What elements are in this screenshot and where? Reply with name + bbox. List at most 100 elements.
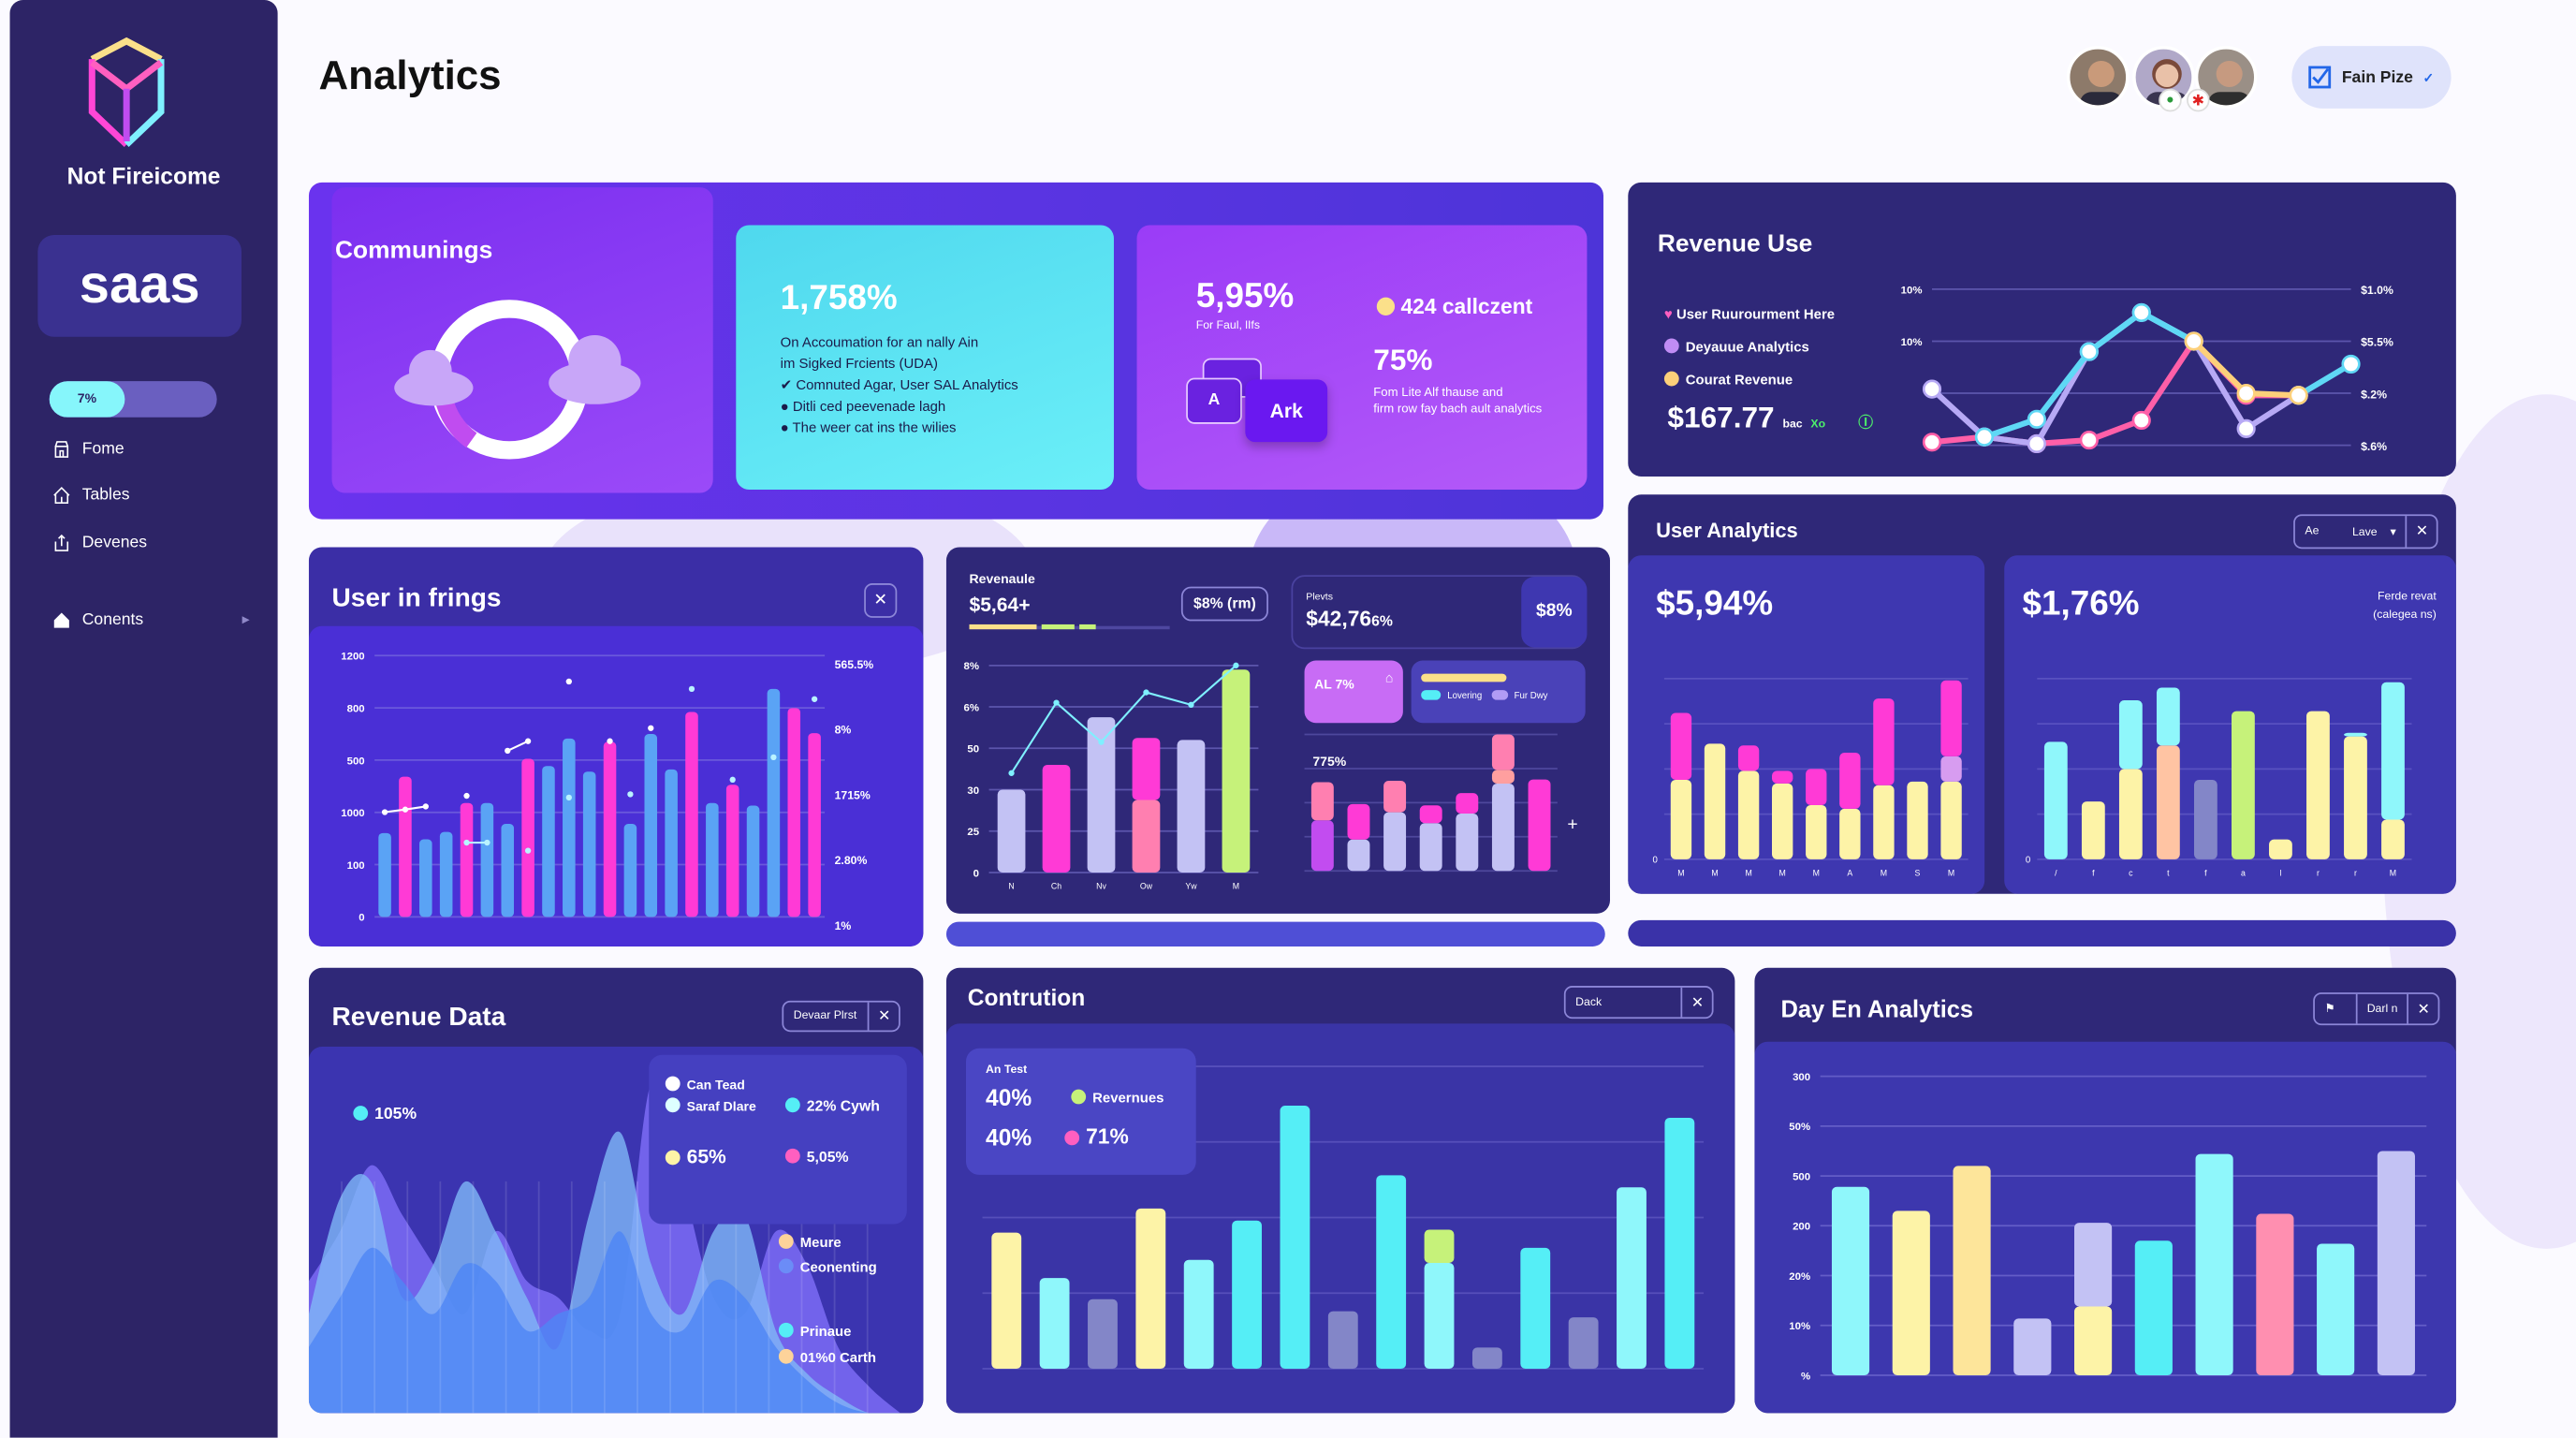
flag-icon[interactable]: ⚑ [2324, 1004, 2335, 1016]
y-tick-label: 10% [1901, 337, 1923, 348]
filter-control[interactable]: Devaar Plrst ✕ [782, 1000, 900, 1033]
x-tick-label: r [2317, 868, 2320, 877]
bar [2134, 1240, 2173, 1376]
data-point [463, 792, 470, 800]
bar [1892, 1211, 1930, 1376]
tile-ark[interactable]: Ark [1245, 379, 1328, 443]
x-tick-label: Ow [1140, 882, 1153, 891]
bar [2381, 819, 2405, 859]
x-tick-label: M [1813, 868, 1820, 877]
filter-control[interactable]: ⚑ Darl n ✕ [2313, 992, 2440, 1026]
bar [521, 758, 534, 917]
day-en-bar-chart: 300 50% 500 200 20% 10%% [1789, 1072, 2427, 1382]
scroll-bar[interactable] [1628, 919, 2456, 946]
series-line [1983, 309, 2196, 440]
legend-items: Lovering Fur Dwy [1421, 690, 1548, 701]
ctrl-option[interactable]: Lave ▾ [2351, 526, 2396, 538]
bar [419, 839, 432, 917]
period-pill[interactable]: $8% (rm) [1180, 586, 1268, 622]
house-icon [53, 486, 70, 505]
bar [1327, 1311, 1358, 1369]
bar [2193, 779, 2217, 859]
bar [1419, 805, 1442, 824]
avatar[interactable] [2066, 46, 2130, 109]
y-tick-label-right: 565.5% [835, 658, 874, 671]
sidebar-item-fome[interactable]: Fome [52, 440, 250, 459]
ctrl-option[interactable]: Devaar Plrst [793, 1010, 857, 1022]
y-tick-label: 0 [359, 913, 364, 924]
scroll-bar[interactable] [945, 921, 1605, 946]
ctrl-option[interactable]: Ae [2305, 525, 2320, 537]
card-title: Day En Analytics [1780, 997, 1974, 1024]
bar [1737, 770, 1760, 859]
sidebar-item-conents[interactable]: Conents ▶ [52, 611, 250, 629]
view-control[interactable]: Ae Lave ▾ ✕ [2293, 514, 2438, 550]
y-tick-label: 500 [1793, 1171, 1810, 1182]
y-tick-label: 0 [2026, 855, 2030, 865]
bar [2081, 801, 2105, 859]
checkbox-icon [2309, 66, 2332, 89]
data-point [2184, 331, 2203, 351]
bar [1617, 1187, 1647, 1369]
close-icon[interactable]: ✕ [868, 1002, 899, 1031]
bar [1132, 800, 1161, 873]
desc-line: Fom Lite Alf thause and [1373, 384, 1503, 400]
close-icon[interactable]: ✕ [2406, 516, 2437, 548]
bar [501, 824, 515, 917]
stat-description: On Accoumation for an nally Ain im Sigke… [781, 332, 1018, 439]
tile-a[interactable]: A [1186, 377, 1242, 424]
close-icon[interactable]: ✕ [1681, 987, 1712, 1018]
data-point [729, 776, 736, 783]
bar [1568, 1317, 1599, 1369]
card-title: User Analytics [1656, 519, 1798, 543]
bullet-icon: ● [780, 418, 793, 436]
y-tick-label: 6% [964, 702, 979, 713]
bar [1177, 740, 1206, 873]
bar [1232, 1220, 1262, 1369]
bar [1664, 1117, 1695, 1369]
bar [2013, 1318, 2052, 1376]
chevron-down-icon: ✓ [2422, 69, 2435, 85]
legend-box: An Test 40% Revernues 40% 71% [965, 1048, 1196, 1175]
flower-badge-icon: ✱ [2187, 88, 2210, 112]
heart-icon: ♥ [1663, 305, 1676, 322]
series-line [2297, 361, 2353, 398]
bar [582, 771, 596, 917]
bar [1383, 812, 1407, 872]
count-label: 424 callczent [1400, 294, 1533, 319]
data-point [463, 839, 470, 846]
bar [2118, 769, 2143, 859]
home-icon: ⌂ [1384, 670, 1394, 685]
legend-value: 40% [986, 1084, 1032, 1111]
desc-line: On Accoumation for an nally Ain [780, 333, 979, 350]
x-tick-label: r [2354, 868, 2357, 877]
ctrl-option[interactable]: Darl n [2355, 993, 2408, 1024]
filter-dropdown-button[interactable]: Fain Pize ✓ [2291, 46, 2452, 109]
bar [1310, 820, 1334, 872]
plus-icon[interactable]: + [1567, 814, 1578, 835]
segment-bar [1079, 624, 1096, 630]
y-tick-label-right: 8% [835, 724, 852, 737]
sidebar-item-devenes[interactable]: Devenes [52, 534, 250, 552]
data-point [2236, 383, 2256, 404]
x-tick-label: f [2204, 868, 2207, 877]
revenue-value: $5,64+ [969, 593, 1031, 617]
y-tick-label: 100 [347, 860, 365, 872]
bar [725, 785, 739, 917]
y-tick-label: 8% [964, 661, 979, 672]
y-tick-label: 500 [347, 756, 365, 767]
plan-badge: saas [37, 234, 242, 337]
close-button[interactable]: ✕ [864, 583, 898, 618]
sidebar-item-tables[interactable]: Tables [52, 487, 250, 505]
bar [2377, 1151, 2415, 1376]
filter-control[interactable]: Dack ✕ [1563, 986, 1714, 1020]
pct-stat: 75% [1373, 343, 1433, 376]
data-point [2079, 430, 2099, 450]
close-icon[interactable]: ✕ [2408, 993, 2438, 1024]
page-title: Analytics [318, 52, 502, 99]
ctrl-option[interactable]: Dack [1575, 996, 1603, 1008]
bar [2232, 711, 2255, 859]
y-tick-label-right: 1715% [835, 788, 871, 801]
growth-tile[interactable]: AL 7% ⌂ [1304, 660, 1403, 724]
